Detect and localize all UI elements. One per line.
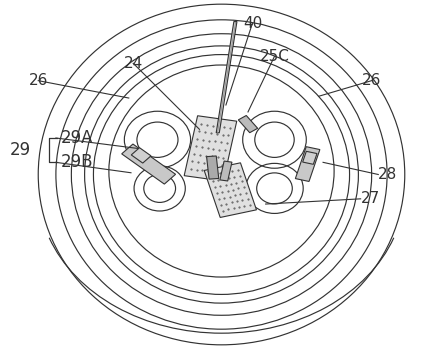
Polygon shape — [303, 151, 317, 164]
Polygon shape — [206, 156, 219, 179]
Text: 29A: 29A — [60, 129, 93, 147]
Polygon shape — [295, 147, 320, 181]
Polygon shape — [216, 22, 237, 133]
Polygon shape — [220, 161, 232, 181]
Text: 26: 26 — [28, 73, 48, 88]
Text: 24: 24 — [124, 56, 143, 71]
Text: 40: 40 — [243, 16, 262, 31]
Text: 25C: 25C — [260, 49, 289, 64]
Text: 29: 29 — [10, 141, 31, 159]
Polygon shape — [131, 148, 151, 163]
Text: 27: 27 — [361, 191, 380, 206]
Text: 26: 26 — [362, 73, 381, 88]
Text: 28: 28 — [378, 167, 397, 182]
Polygon shape — [238, 116, 258, 133]
Polygon shape — [122, 144, 175, 184]
Text: 29B: 29B — [60, 153, 93, 171]
Polygon shape — [204, 163, 256, 217]
Polygon shape — [184, 116, 237, 181]
